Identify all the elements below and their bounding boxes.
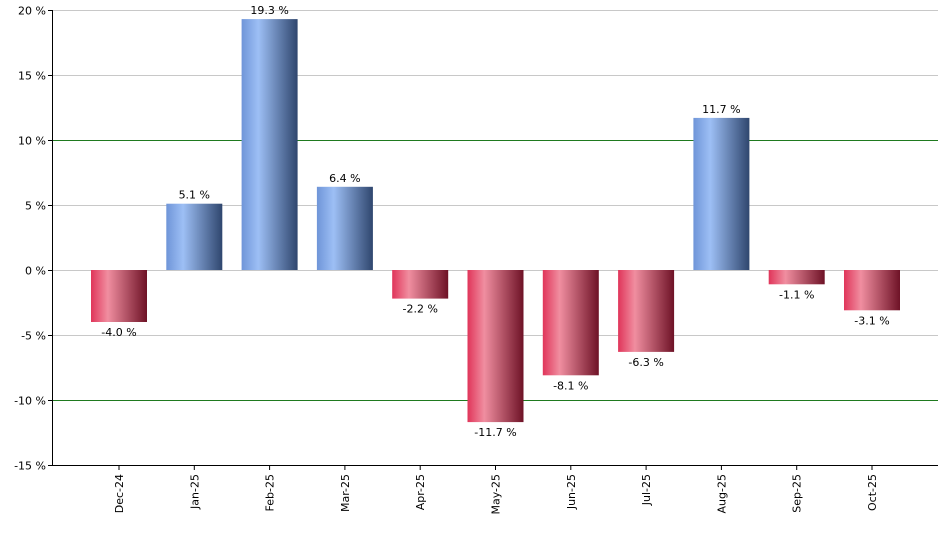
- x-tick-label: Jun-25: [565, 474, 578, 510]
- y-tick-label: -5 %: [21, 330, 46, 343]
- value-label: -11.7 %: [474, 426, 516, 439]
- x-tick-label: Aug-25: [715, 474, 728, 513]
- value-label: 19.3 %: [250, 4, 288, 17]
- value-label: -1.1 %: [779, 288, 814, 301]
- bar-oct-25: [844, 270, 900, 311]
- x-tick-label: Jul-25: [640, 474, 653, 506]
- bar-feb-25: [241, 19, 298, 270]
- bar-apr-25: [392, 270, 449, 299]
- bar-dec-24: [91, 270, 147, 322]
- value-label: -3.1 %: [854, 314, 889, 327]
- bar-mar-25: [316, 186, 373, 270]
- x-tick-label: Feb-25: [264, 474, 277, 511]
- value-label: -8.1 %: [553, 379, 588, 392]
- bar-jan-25: [166, 203, 223, 270]
- y-tick-label: -15 %: [14, 460, 46, 473]
- bar-sep-25: [768, 270, 825, 285]
- value-label: -2.2 %: [402, 303, 437, 316]
- bar-jun-25: [542, 270, 599, 376]
- bar-jul-25: [618, 270, 675, 352]
- y-tick-label: 15 %: [18, 70, 46, 83]
- bars: [91, 19, 900, 423]
- x-tick-label: May-25: [490, 474, 503, 515]
- value-label: 5.1 %: [179, 189, 210, 202]
- y-tick-label: 5 %: [25, 200, 46, 213]
- y-tick-label: 20 %: [18, 5, 46, 18]
- value-label: -6.3 %: [628, 356, 663, 369]
- y-tick-label: -10 %: [14, 395, 46, 408]
- axes: [48, 10, 938, 470]
- bar-may-25: [467, 270, 524, 423]
- x-tick-label: Mar-25: [339, 474, 352, 512]
- value-label: 11.7 %: [702, 103, 740, 116]
- x-tick-label: Dec-24: [113, 474, 126, 513]
- x-tick-label: Jan-25: [188, 474, 201, 510]
- x-tick-label: Oct-25: [866, 474, 879, 511]
- y-tick-label: 0 %: [25, 265, 46, 278]
- y-tick-label: 10 %: [18, 135, 46, 148]
- value-label: -4.0 %: [101, 326, 136, 339]
- value-label: 6.4 %: [329, 172, 360, 185]
- x-tick-label: Apr-25: [414, 474, 427, 510]
- labels: 20 % 15 % 10 % 5 % 0 % -5 % -10 % -15 % -4.0 % De…: [14, 4, 890, 514]
- x-tick-label: Sep-25: [791, 474, 804, 513]
- bar-aug-25: [693, 117, 750, 271]
